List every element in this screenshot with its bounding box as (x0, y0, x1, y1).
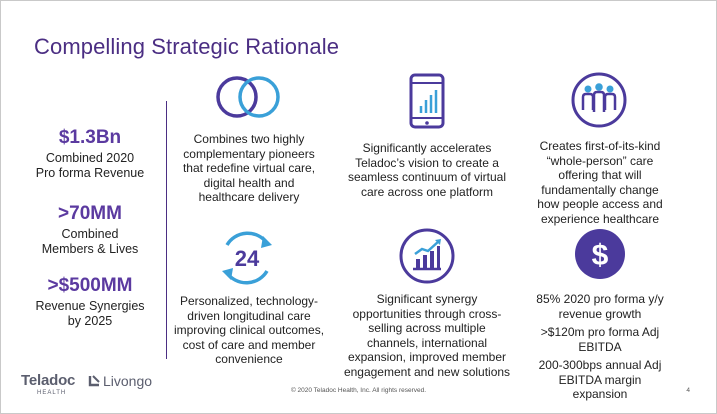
feature-continuum: Significantly accelerates Teladoc’s visi… (347, 141, 507, 199)
teladoc-logo-sub: HEALTH (37, 390, 67, 396)
livongo-logo: Livongo (103, 373, 153, 389)
24-hour-icon: 24 (222, 231, 272, 285)
stat-value: >$500MM (47, 275, 133, 296)
feature-longitudinal: Personalized, technology-driven longitud… (173, 294, 325, 366)
feature-synergy: Significant synergy opportunities throug… (343, 292, 511, 379)
mobile-chart-icon (409, 73, 445, 129)
financial-line: >$120m pro forma Adj EBITDA (540, 325, 660, 354)
financial-line: 85% 2020 pro forma y/y revenue growth (536, 292, 664, 321)
stat-members: >70MM Combined Members & Lives (21, 203, 159, 257)
stat-revenue: $1.3Bn Combined 2020 Pro forma Revenue (21, 127, 159, 181)
stat-value: >70MM (58, 203, 122, 224)
teladoc-logo: Teladoc (21, 372, 76, 389)
feature-pioneers: Combines two highly complementary pionee… (182, 132, 316, 204)
copyright: © 2020 Teladoc Health, Inc. All rights r… (290, 387, 427, 394)
vertical-divider (166, 101, 167, 359)
stat-label: Combined Members & Lives (41, 227, 139, 256)
page-number: 4 (686, 387, 690, 394)
24-hour-label: 24 (235, 246, 260, 271)
stat-value: $1.3Bn (58, 127, 122, 148)
financial-line: 200-300bps annual Adj EBITDA margin expa… (538, 358, 662, 401)
livongo-mark-icon (88, 375, 100, 387)
page-title: Compelling Strategic Rationale (34, 34, 340, 59)
people-group-icon (571, 72, 627, 128)
overlapping-circles-icon (216, 76, 280, 118)
feature-financial: 85% 2020 pro forma y/y revenue growth >$… (532, 292, 668, 406)
stat-label: Combined 2020 Pro forma Revenue (35, 151, 145, 180)
bar-chart-growth-icon (399, 228, 455, 284)
stat-label: Revenue Synergies by 2025 (35, 299, 145, 328)
feature-whole-person: Creates first-of-its-kind “whole-person”… (537, 139, 663, 226)
dollar-label: $ (592, 239, 609, 272)
dollar-icon: $ (575, 229, 625, 279)
stat-synergies: >$500MM Revenue Synergies by 2025 (21, 275, 159, 329)
